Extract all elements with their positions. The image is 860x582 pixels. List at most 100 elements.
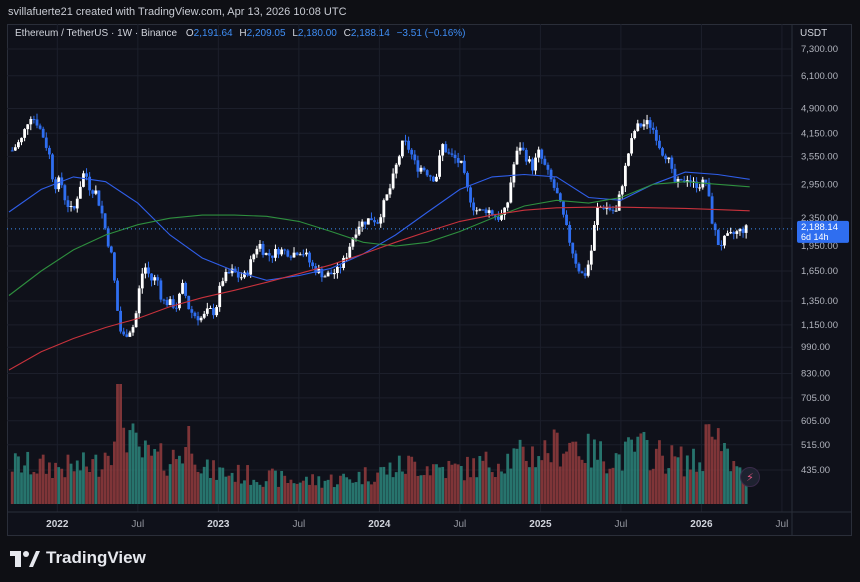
candle-body [586,264,590,276]
volume-bar [326,479,330,504]
candle-body [196,316,200,321]
volume-bar [243,480,246,504]
candle-body [156,277,160,281]
candle-body [738,228,742,232]
candle-body [376,222,380,224]
candle-body [388,188,392,195]
candle-body [202,313,206,318]
volume-bar [537,456,541,504]
volume-bar [401,471,404,504]
volume-bar [636,436,640,504]
price-tick-label: 7,300.00 [801,44,838,55]
candle-body [633,130,637,139]
tradingview-logo: TradingView [10,546,146,570]
volume-bar [456,464,460,504]
candle-body [568,225,572,243]
candle-body [493,215,497,217]
candle-body [116,280,119,311]
candle-body [209,308,212,310]
currency-label[interactable]: USDT [800,28,828,39]
candle-body [277,248,280,255]
candle-body [308,252,311,263]
volume-bar [236,464,240,504]
candle-body [323,276,327,278]
change-value: −3.51 (−0.16%) [396,28,466,39]
volume-bar [493,477,497,504]
candle-body [233,268,237,273]
volume-bar [51,478,54,504]
candle-body [283,249,287,251]
volume-bar [521,446,525,504]
volume-bar [360,484,364,504]
candle-body [497,216,500,220]
candle-body [227,271,231,274]
volume-bar [744,469,748,504]
volume-bar [140,457,144,504]
volume-bar [577,456,581,504]
volume-bar [159,443,163,504]
candle-body [732,232,736,234]
candle-body [726,233,729,236]
lightning-icon[interactable]: ⚡ [740,467,760,487]
volume-bar [500,471,503,504]
candle-body [422,167,426,171]
candle-body [642,124,646,127]
candle-body [735,231,739,234]
candle-body [366,218,370,225]
volume-bar [385,474,389,504]
volume-bar [252,479,256,504]
candle-body [651,127,655,130]
time-tick-label: Jul [453,519,466,530]
candle-body [236,272,240,278]
volume-bar [156,451,160,504]
volume-bar [88,471,92,504]
candle-body [113,252,116,281]
candle-body [20,137,23,143]
candle-body [258,243,262,249]
volume-bar [698,462,702,504]
volume-bar [103,452,107,504]
volume-bar [227,475,231,504]
volume-bar [308,484,311,504]
volume-bar [397,455,401,504]
candle-body [370,218,373,221]
volume-bar [469,477,472,504]
volume-bar [373,481,376,504]
volume-bar [379,467,383,504]
volume-bar [462,480,466,504]
candle-body [490,210,494,216]
candle-body [596,207,599,226]
volume-bar [654,448,658,504]
candle-body [527,159,531,162]
candle-body [193,312,197,317]
volume-bar [125,452,129,504]
candle-body [478,209,482,211]
attribution-bar: svillafuerte21 created with TradingView.… [0,0,860,24]
volume-bar [506,453,510,504]
volume-bar [608,468,612,504]
candle-body [484,209,488,213]
volume-bar [435,464,438,504]
volume-bar [274,470,277,504]
close-value: 2,188.14 [350,28,390,39]
volume-bar [589,467,593,504]
candle-body [636,123,640,131]
volume-bar [320,487,324,504]
volume-bar [701,471,705,504]
volume-bar [63,477,67,504]
volume-bar [695,471,699,504]
volume-bar [91,459,95,504]
volume-bar [527,467,531,504]
volume-bar [187,426,191,504]
candle-body [38,125,42,129]
high-value: 2,209.05 [246,28,286,39]
volume-bar [72,471,76,504]
volume-bar [57,467,61,504]
volume-bar [305,476,308,504]
candle-body [689,180,692,183]
candle-body [280,249,284,255]
volume-bar [239,483,243,504]
price-chart[interactable]: 7,300.00 6,100.00 4,900.00 4,150.00 3,550.00… [7,24,852,536]
candle-body [512,164,516,183]
time-tick-label: Jul [776,519,789,530]
